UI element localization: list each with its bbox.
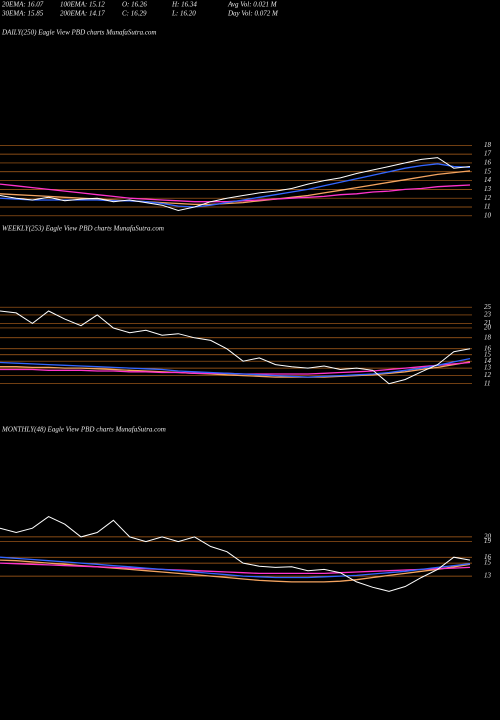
- header-stat: H: 16.34: [171, 1, 197, 9]
- y-tick-label: 20: [484, 324, 492, 332]
- price-line: [0, 361, 471, 378]
- panel-title: DAILY(250) Eagle View PBD charts MunafaS…: [1, 29, 157, 37]
- price-line: [0, 170, 471, 206]
- y-tick-label: 12: [484, 371, 492, 379]
- panel-title: WEEKLY(253) Eagle View PBD charts Munafa…: [2, 225, 164, 233]
- header-stat: C: 16.29: [122, 10, 147, 18]
- y-tick-label: 16: [484, 159, 492, 167]
- y-tick-label: 10: [484, 211, 492, 219]
- y-tick-label: 19: [484, 537, 492, 545]
- y-tick-label: 17: [484, 150, 492, 158]
- y-tick-label: 11: [484, 379, 490, 387]
- y-tick-label: 12: [484, 194, 492, 202]
- price-line: [0, 310, 471, 385]
- price-line: [0, 562, 471, 575]
- header-stat: L: 16.20: [171, 10, 196, 18]
- price-line: [0, 559, 471, 583]
- header-stat: 100EMA: 15.12: [60, 1, 105, 9]
- header-stat: 200EMA: 14.17: [60, 10, 105, 18]
- price-line: [0, 556, 471, 579]
- header-stat: 20EMA: 16.07: [2, 1, 44, 9]
- y-tick-label: 15: [484, 350, 492, 358]
- price-line: [0, 163, 471, 208]
- y-tick-label: 20: [484, 533, 492, 541]
- header-stat: 30EMA: 15.85: [1, 10, 44, 18]
- price-line: [0, 516, 471, 592]
- header-stat: Day Vol: 0.072 M: [227, 10, 279, 18]
- header-stat: Avg Vol: 0.021 M: [227, 1, 278, 9]
- y-tick-label: 11: [484, 203, 490, 211]
- price-line: [0, 357, 471, 378]
- y-tick-label: 23: [484, 311, 492, 319]
- y-tick-label: 15: [484, 559, 492, 567]
- y-tick-label: 15: [484, 167, 492, 175]
- y-tick-label: 18: [484, 333, 492, 341]
- y-tick-label: 16: [484, 553, 492, 561]
- y-tick-label: 13: [484, 572, 492, 580]
- y-tick-label: 14: [484, 357, 492, 365]
- y-tick-label: 21: [484, 319, 491, 327]
- y-tick-label: 14: [484, 176, 492, 184]
- y-tick-label: 18: [484, 141, 492, 149]
- y-tick-label: 13: [484, 185, 492, 193]
- price-line: [0, 157, 471, 212]
- panel-title: MONTHLY(48) Eagle View PBD charts Munafa…: [1, 426, 166, 434]
- header-stat: O: 16.26: [122, 1, 147, 9]
- y-tick-label: 16: [484, 344, 492, 352]
- y-tick-label: 13: [484, 364, 492, 372]
- y-tick-label: 25: [484, 303, 492, 311]
